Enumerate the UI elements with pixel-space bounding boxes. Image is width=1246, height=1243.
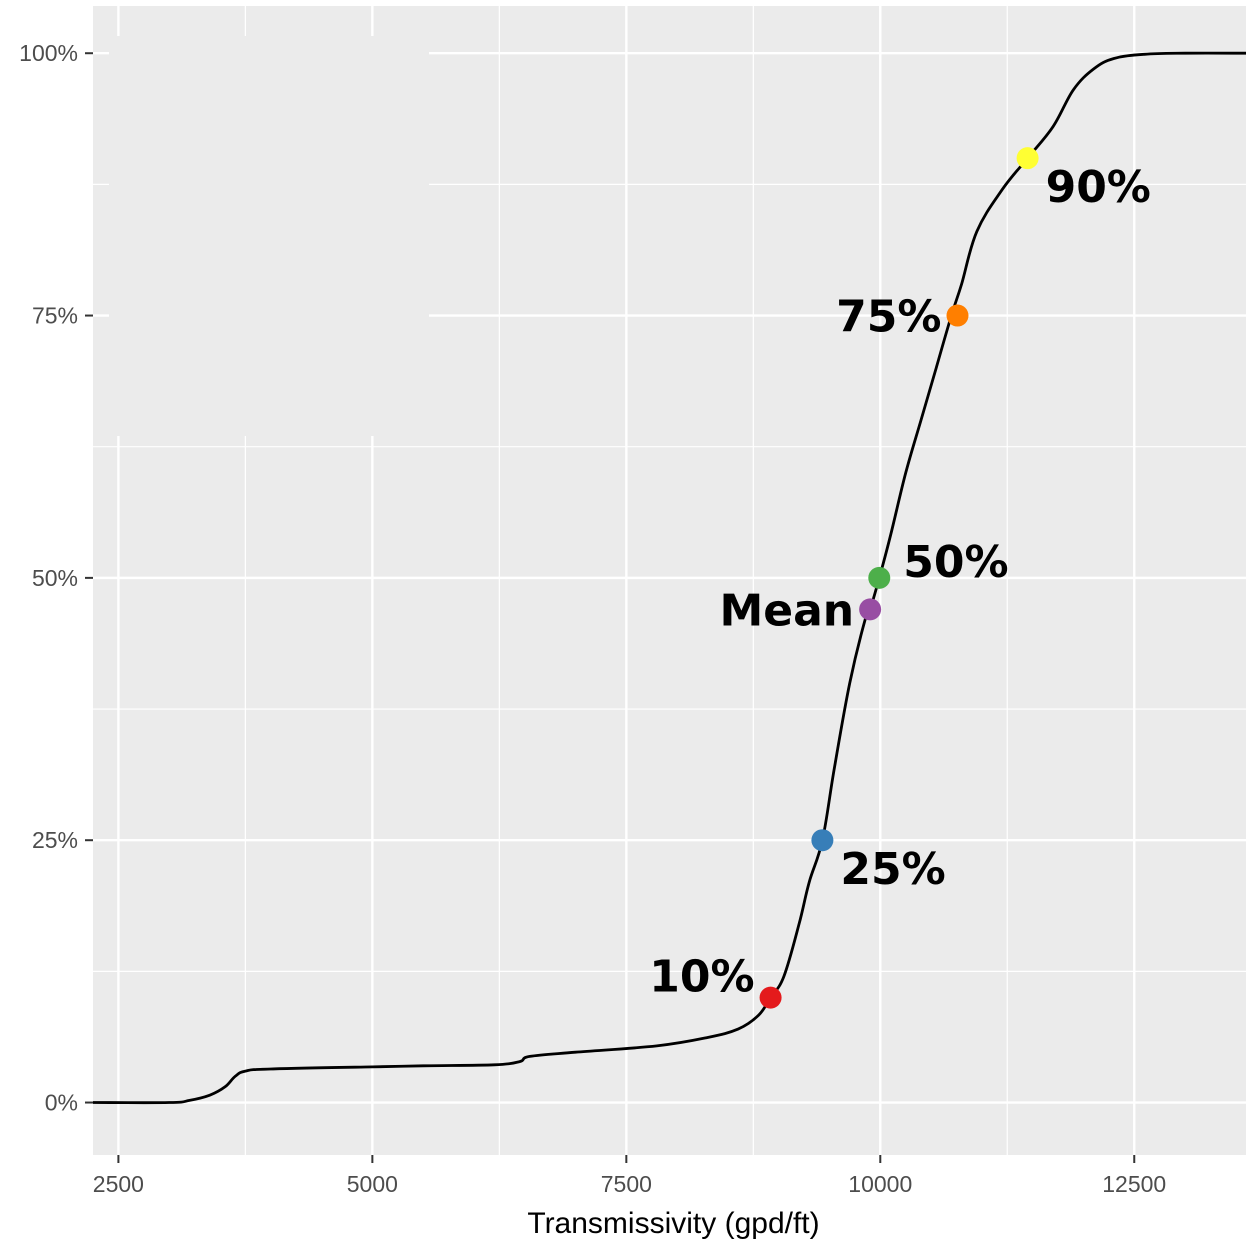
x-tick-label: 5000 (347, 1171, 398, 1197)
y-tick-label: 25% (32, 827, 78, 853)
y-tick-label: 75% (32, 303, 78, 329)
point-10-pct (759, 986, 782, 1009)
label-75-pct: 75% (836, 292, 941, 343)
point-25-pct (811, 829, 834, 852)
label-10-pct: 10% (649, 952, 754, 1003)
label-90-pct: 90% (1046, 162, 1151, 213)
point-75-pct (946, 304, 969, 327)
y-axis: 0% 25% 50% 75% 100% (19, 40, 93, 1116)
y-tick-label: 100% (19, 40, 78, 66)
x-tick-label: 12500 (1102, 1171, 1166, 1197)
blank-legend-area (109, 36, 429, 436)
point-mean (859, 598, 882, 621)
label-mean: Mean (719, 585, 854, 636)
x-tick-label: 7500 (601, 1171, 652, 1197)
point-50-pct (868, 566, 891, 589)
point-90-pct (1016, 147, 1039, 170)
label-25-pct: 25% (840, 844, 945, 895)
label-50-pct: 50% (903, 537, 1008, 588)
x-tick-label: 2500 (93, 1171, 144, 1197)
percentile-markers (759, 147, 1039, 1009)
y-tick-label: 0% (45, 1090, 78, 1116)
x-tick-label: 10000 (848, 1171, 912, 1197)
x-axis: 2500 5000 7500 10000 12500 (93, 1155, 1166, 1197)
percentile-labels: 10% 25% Mean 50% 75% 90% (649, 162, 1151, 1002)
x-axis-title: Transmissivity (gpd/ft) (527, 1207, 819, 1240)
y-tick-label: 50% (32, 565, 78, 591)
cdf-curve (92, 51, 1246, 1105)
